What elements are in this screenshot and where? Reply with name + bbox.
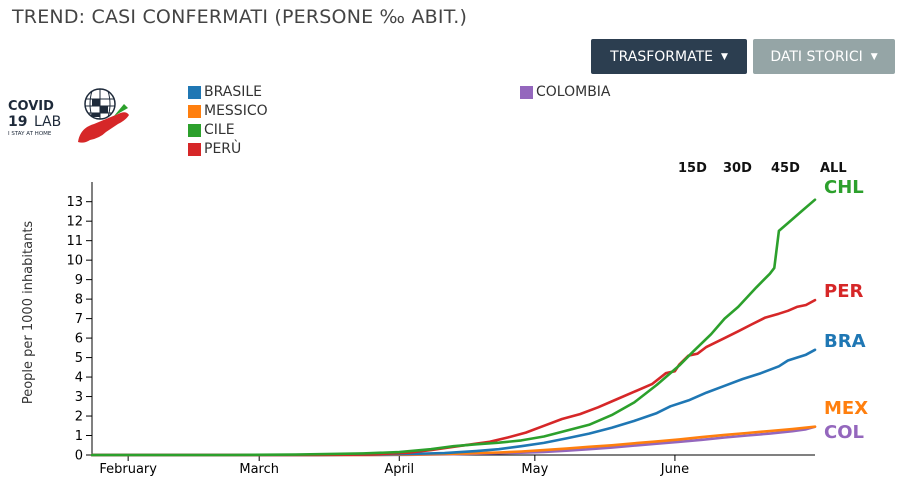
y-tick-label: 4	[75, 371, 83, 386]
transform-button-label: TRASFORMATE	[610, 48, 714, 65]
x-tick-label: March	[239, 462, 279, 477]
range-15d-button[interactable]: 15D	[678, 161, 707, 176]
logo-text-lab: LAB	[34, 114, 61, 130]
range-all-button[interactable]: ALL	[820, 161, 847, 176]
globe-icon	[84, 88, 116, 120]
series-line-per	[90, 298, 817, 457]
transform-dropdown-button[interactable]: TRASFORMATE ▼	[591, 39, 747, 74]
hand-icon	[78, 112, 129, 143]
legend-item-messico[interactable]: MESSICO	[188, 103, 268, 119]
legend-swatch	[188, 104, 201, 118]
logo-text-covid: COVID	[8, 99, 54, 114]
legend-label: MESSICO	[204, 103, 268, 119]
y-tick-label: 2	[75, 410, 83, 425]
y-tick-label: 5	[75, 351, 83, 366]
logo-text-stay-home: I STAY AT HOME	[8, 131, 52, 137]
x-tick-label: April	[384, 462, 414, 477]
legend-item-brasile[interactable]: BRASILE	[188, 84, 262, 100]
series-end-label-chl: CHL	[824, 177, 864, 198]
y-tick-label: 6	[75, 332, 83, 347]
legend-swatch	[188, 85, 201, 99]
series-end-label-mex: MEX	[824, 398, 868, 419]
history-button-label: DATI STORICI	[770, 48, 863, 65]
svg-text:19 LAB: 19 LAB	[8, 114, 61, 130]
y-tick-label: 13	[66, 195, 83, 210]
series-line-col	[90, 425, 817, 457]
x-tick-label: February	[99, 462, 157, 477]
series-line-chl	[90, 198, 817, 457]
legend-label: CILE	[204, 122, 235, 138]
y-tick-label: 10	[66, 254, 83, 269]
series-line-bra	[90, 348, 817, 457]
legend-label: PERÙ	[204, 141, 242, 157]
chart-title: TREND: CASI CONFERMATI (PERSONE ‰ ABIT.)	[12, 6, 468, 28]
covid19lab-logo: COVID 19 LAB I STAY AT HOME	[8, 88, 129, 143]
y-tick-label: 9	[75, 273, 83, 288]
y-tick-label: 1	[75, 429, 83, 444]
y-tick-label: 8	[75, 293, 83, 308]
caret-down-icon: ▼	[870, 51, 878, 62]
series-line-mex	[90, 425, 817, 457]
legend-label: COLOMBIA	[536, 84, 611, 100]
history-dropdown-button[interactable]: DATI STORICI ▼	[753, 39, 895, 74]
x-tick-label: June	[660, 462, 689, 477]
caret-down-icon: ▼	[721, 51, 728, 62]
legend-item-peru[interactable]: PERÙ	[188, 141, 241, 157]
y-tick-label: 12	[66, 215, 83, 230]
y-tick-label: 0	[75, 449, 83, 464]
series-end-label-bra: BRA	[824, 331, 866, 352]
range-30d-button[interactable]: 30D	[723, 161, 752, 176]
y-tick-label: 7	[75, 312, 83, 327]
range-45d-button[interactable]: 45D	[771, 161, 800, 176]
y-tick-label: 11	[66, 234, 83, 249]
series-end-label-per: PER	[824, 281, 863, 302]
y-tick-label: 3	[75, 390, 83, 405]
legend-label: BRASILE	[204, 84, 263, 100]
logo-text-19: 19	[8, 114, 27, 130]
legend-swatch	[188, 142, 201, 156]
y-axis-label: People per 1000 inhabitants	[21, 221, 36, 405]
legend-item-cile[interactable]: CILE	[188, 122, 235, 138]
legend-swatch	[188, 123, 201, 137]
x-tick-label: May	[521, 462, 548, 477]
legend-swatch	[520, 85, 533, 99]
series-end-label-col: COL	[824, 422, 864, 443]
legend-item-colombia[interactable]: COLOMBIA	[520, 84, 611, 100]
